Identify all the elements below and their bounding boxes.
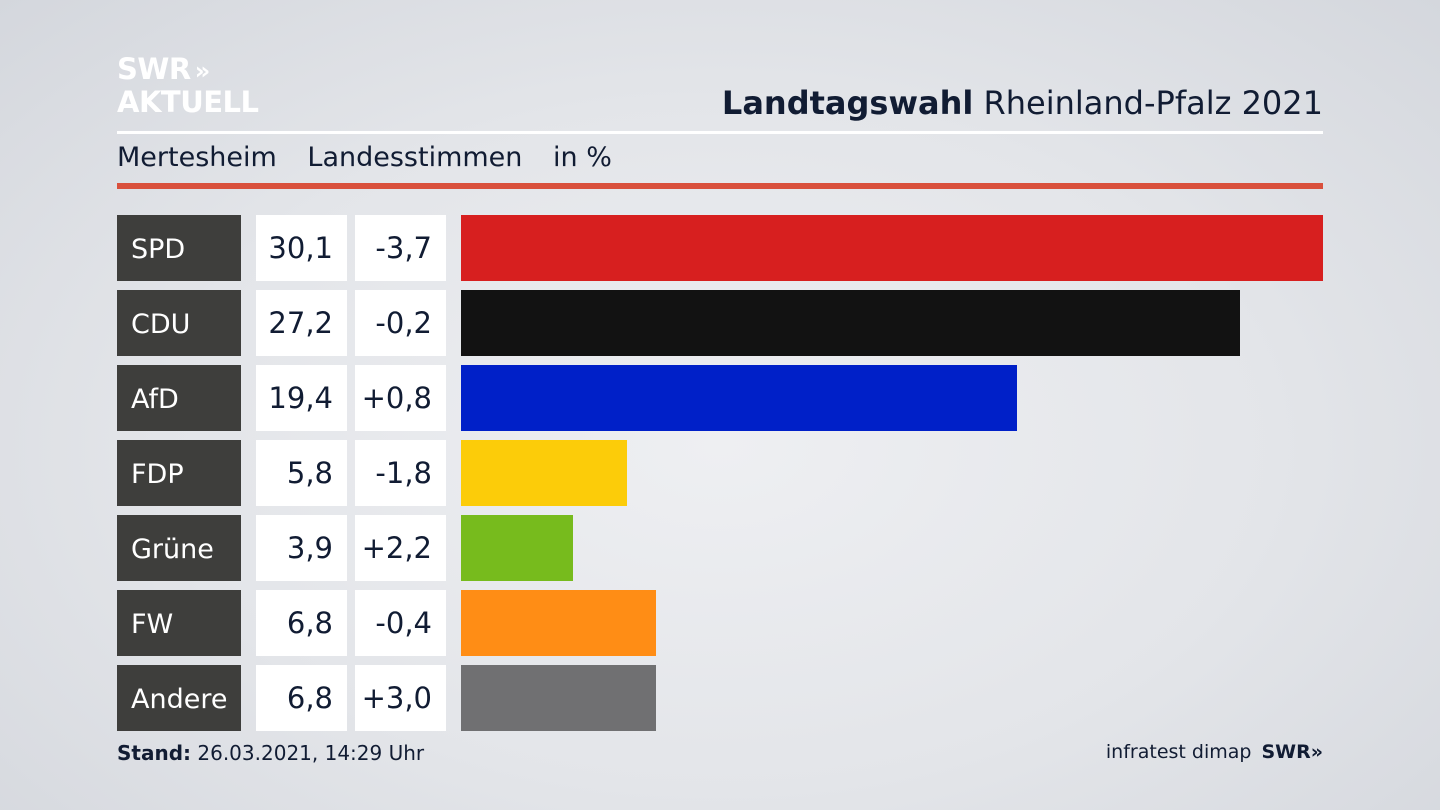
party-label-box [117,290,241,356]
party-label-box [117,515,241,581]
change-box [355,665,446,731]
footer-timestamp: Stand: 26.03.2021, 14:29 Uhr [117,741,424,765]
change-label: -0,4 [375,606,432,640]
header-divider [117,131,1323,134]
page-title: Landtagswahl Rheinland-Pfalz 2021 [722,84,1323,122]
chart-row-afd: AfD 19,4 +0,8 [117,365,1017,431]
value-label: 3,9 [287,531,333,565]
bar-afd [461,365,1017,431]
chart-row-andere: Andere 6,8 +3,0 [117,665,656,731]
change-box [355,440,446,506]
value-box [256,440,347,506]
value-box [256,665,347,731]
change-label: -3,7 [375,231,432,265]
value-label: 27,2 [268,306,333,340]
value-box [256,290,347,356]
change-box [355,365,446,431]
party-label-box [117,215,241,281]
party-label: SPD [131,234,185,265]
chart-row-gruene: Grüne 3,9 +2,2 [117,515,573,581]
chart-row-fdp: FDP 5,8 -1,8 [117,440,627,506]
subtitle-vote-type: Landesstimmen [307,142,523,173]
subtitle-unit: in % [553,142,612,173]
change-label: -0,2 [375,306,432,340]
stand-value: 26.03.2021, 14:29 Uhr [197,741,425,765]
value-box [256,215,347,281]
change-label: -1,8 [375,456,432,490]
value-box [256,515,347,581]
change-box [355,290,446,356]
swr-brand-logo: SWR» [1261,741,1323,763]
value-label: 19,4 [268,381,333,415]
change-box [355,215,446,281]
title-bold: Landtagswahl [721,84,974,122]
chart-subtitle: Mertesheim Landesstimmen in % [117,142,634,173]
logo-line-1: SWR» [117,54,277,87]
source-text: infratest dimap [1105,741,1252,763]
bar-cdu [461,290,1240,356]
value-label: 5,8 [287,456,333,490]
value-label: 6,8 [287,606,333,640]
party-label: AfD [131,384,179,415]
title-rest: Rheinland-Pfalz 2021 [983,84,1323,122]
change-box [355,590,446,656]
party-label: FW [131,609,173,640]
bar-spd [461,215,1323,281]
change-label: +0,8 [362,381,432,415]
stand-label: Stand: [117,741,192,765]
change-label: +3,0 [362,681,432,715]
party-label-box [117,665,241,731]
party-label-box [117,590,241,656]
bar-fw [461,590,656,656]
party-label: FDP [131,459,184,490]
party-label-box [117,365,241,431]
bar-gruene [461,515,573,581]
party-label: Andere [131,684,227,715]
chart-row-spd: SPD 30,1 -3,7 [117,215,1323,281]
party-label: CDU [131,309,190,340]
logo-swr-text: SWR [117,52,191,86]
swr-aktuell-logo: SWR» AKTUELL [117,54,277,120]
bar-andere [461,665,656,731]
footer-source: infratest dimap SWR» [1106,741,1323,763]
subtitle-place: Mertesheim [117,142,277,173]
value-label: 6,8 [287,681,333,715]
value-box [256,590,347,656]
party-label: Grüne [131,534,214,565]
change-label: +2,2 [362,531,432,565]
chart-row-fw: FW 6,8 -0,4 [117,590,656,656]
chart-row-cdu: CDU 27,2 -0,2 [117,290,1240,356]
subtitle-divider [117,183,1323,189]
logo-aktuell-text: AKTUELL [117,85,259,119]
change-box [355,515,446,581]
value-box [256,365,347,431]
bar-fdp [461,440,627,506]
value-label: 30,1 [268,231,333,265]
party-label-box [117,440,241,506]
